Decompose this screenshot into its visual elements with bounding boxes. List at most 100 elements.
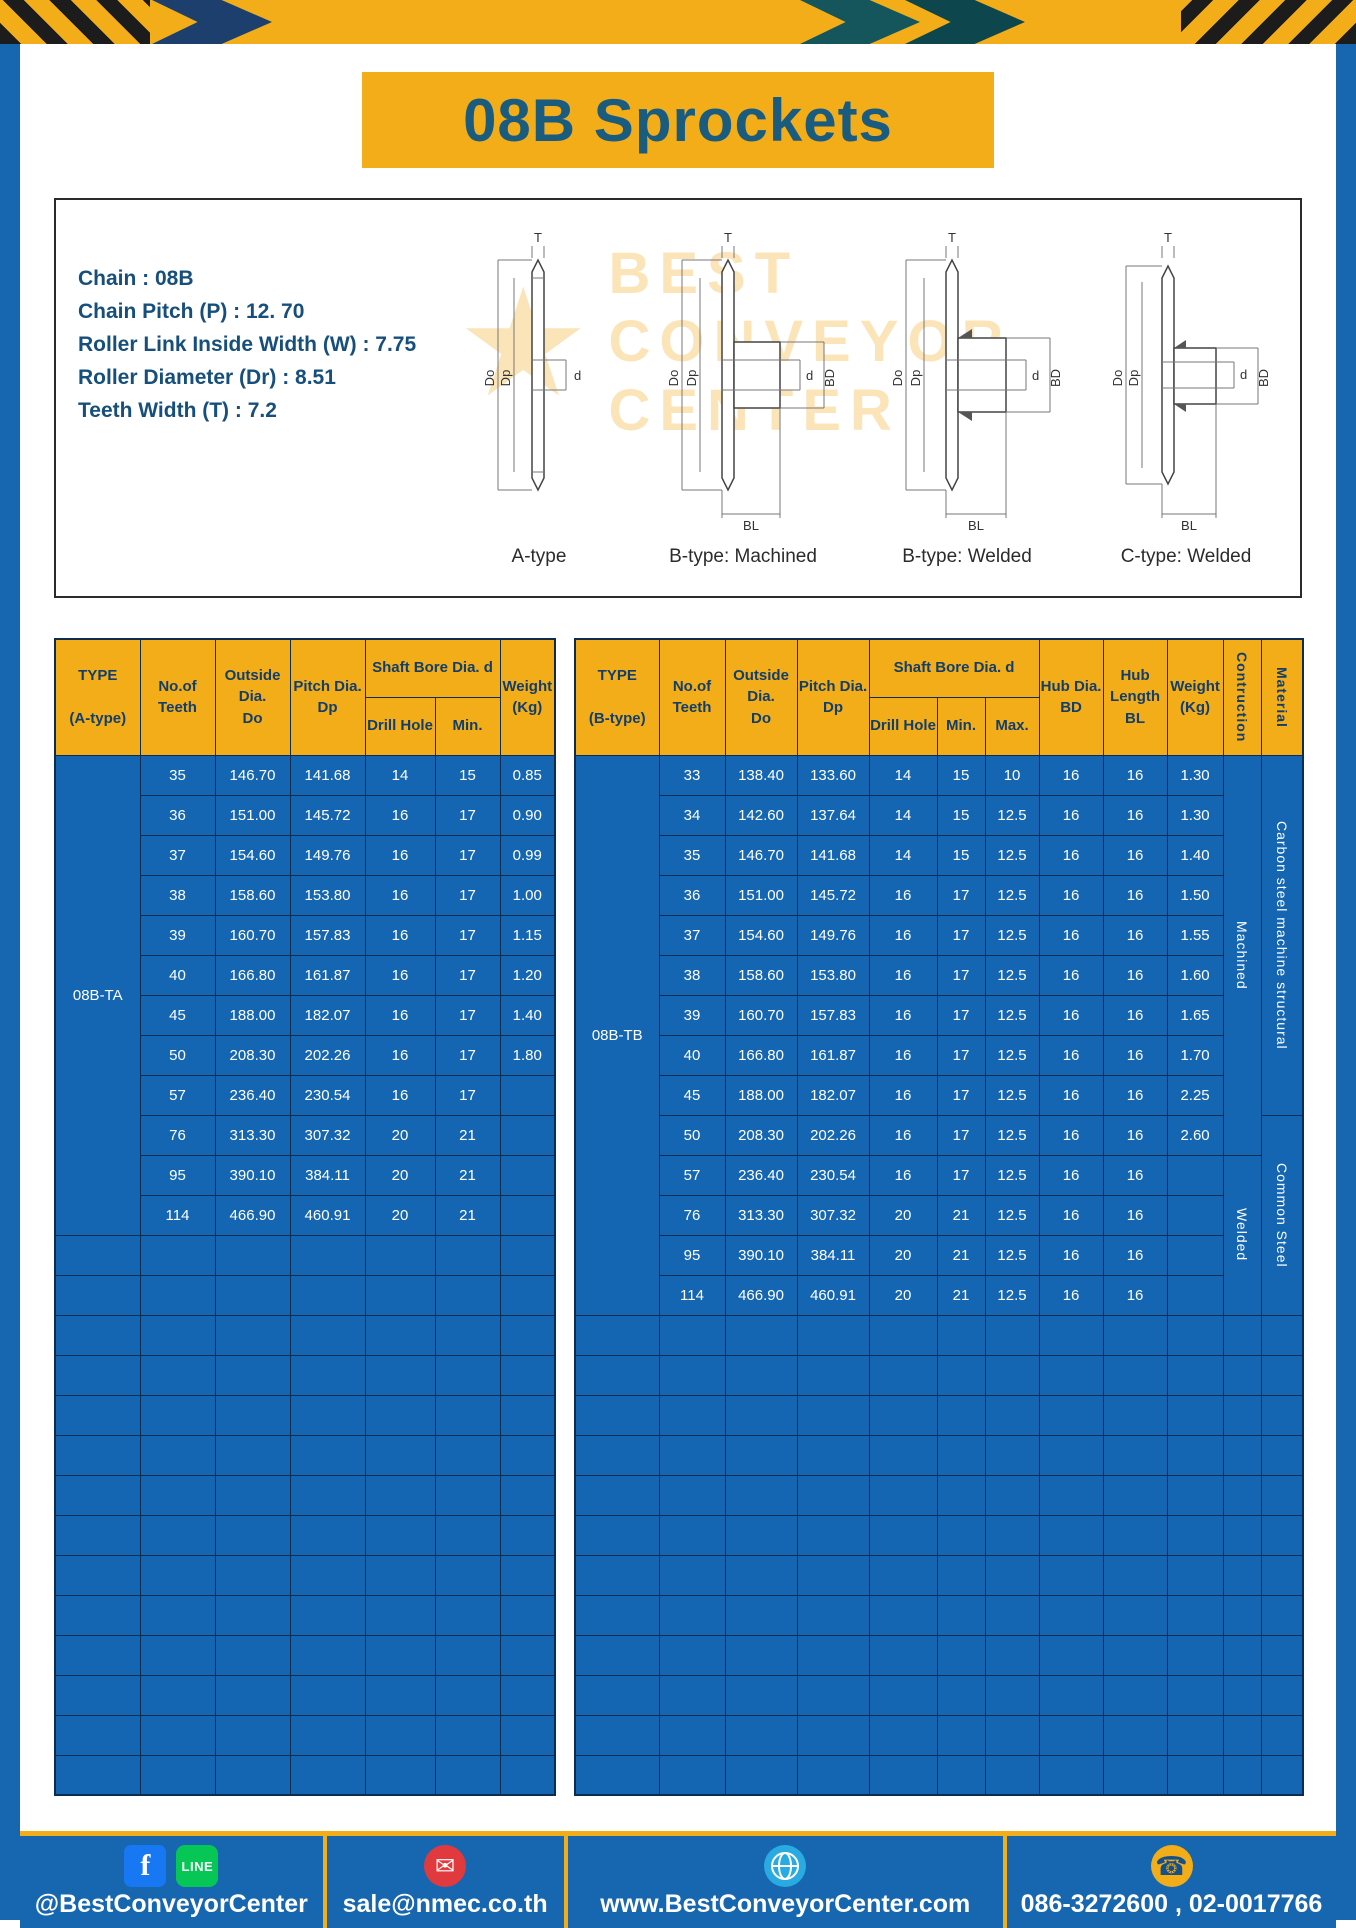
data-cell: 16 (364, 834, 436, 876)
data-cell: 202.26 (796, 1114, 870, 1156)
data-cell: 161.87 (796, 1034, 870, 1076)
data-cell: 21 (936, 1194, 986, 1236)
empty-cell (868, 1394, 938, 1436)
data-cell: 146.70 (724, 834, 798, 876)
empty-cell (724, 1594, 798, 1636)
data-cell: 16 (868, 1034, 938, 1076)
empty-cell (1038, 1474, 1104, 1516)
data-cell: 384.11 (796, 1234, 870, 1276)
empty-cell (289, 1674, 366, 1716)
table-row: 39 160.70 157.83 16 17 12.5 16 16 1.65 (575, 994, 1303, 1036)
empty-cell (499, 1434, 556, 1476)
empty-cell (1038, 1594, 1104, 1636)
empty-cell (936, 1514, 986, 1556)
empty-cell (658, 1314, 726, 1356)
col-header-outside-dia: Outside Dia. Do (214, 638, 291, 756)
data-cell: 16 (1102, 1034, 1168, 1076)
table-row: 57 236.40 230.54 16 17 12.5 16 16 Welded (575, 1154, 1303, 1316)
data-cell: 16 (1038, 914, 1104, 956)
data-cell: 21 (936, 1274, 986, 1316)
sprocket-diagrams: T Do Dp d A-type (454, 230, 1286, 568)
empty-cell (1222, 1514, 1262, 1556)
data-cell: 2.25 (1166, 1074, 1224, 1116)
data-cell: 37 (658, 914, 726, 956)
empty-cell (499, 1394, 556, 1436)
data-cell: 182.07 (796, 1074, 870, 1116)
empty-cell (139, 1434, 216, 1476)
empty-row (574, 1554, 1304, 1596)
empty-cell (1222, 1474, 1262, 1516)
top-decor-strip (0, 0, 1356, 44)
empty-row (574, 1354, 1304, 1396)
empty-cell (1102, 1754, 1168, 1796)
empty-cell (1222, 1754, 1262, 1796)
page-frame: 08B Sprockets ★ BEST CONVEYOR CENTER Cha… (0, 44, 1356, 1928)
empty-cell (364, 1714, 436, 1756)
type-cell: 08B-TB (574, 754, 660, 1316)
data-cell: 17 (936, 994, 986, 1036)
empty-cell (796, 1474, 870, 1516)
empty-cell (499, 1674, 556, 1716)
data-cell: 114 (139, 1194, 216, 1236)
data-cell: 1.30 (1166, 794, 1224, 836)
data-cell: 37 (139, 834, 216, 876)
empty-cell (434, 1594, 501, 1636)
empty-cell (796, 1594, 870, 1636)
facebook-icon: f (124, 1845, 167, 1887)
contact-footer: f LINE @BestConveyorCenter ✉ sale@nmec.c… (20, 1831, 1336, 1928)
data-cell: 39 (658, 994, 726, 1036)
data-cell: 158.60 (214, 874, 291, 916)
data-cell: 16 (364, 914, 436, 956)
table-row: 114 466.90 460.91 20 21 12.5 16 16 (575, 1274, 1303, 1316)
empty-cell (936, 1434, 986, 1476)
data-cell: 16 (1102, 1194, 1168, 1236)
empty-cell (1038, 1674, 1104, 1716)
data-cell: 390.10 (214, 1154, 291, 1196)
empty-cell (574, 1394, 660, 1436)
svg-text:BL: BL (1181, 518, 1197, 533)
table-row: 37 154.60 149.76 16 17 12.5 16 16 1.55 (575, 914, 1303, 956)
table-row: 08B-TA 35 146.70 141.68 14 15 0.85 (54, 754, 556, 1236)
data-cell: 16 (1038, 1194, 1104, 1236)
page-title: 08B Sprockets (463, 86, 893, 154)
empty-cell (434, 1234, 501, 1276)
data-cell: 16 (1102, 794, 1168, 836)
data-cell: 14 (868, 834, 938, 876)
col-header-type: TYPE (A-type) (54, 638, 141, 756)
empty-cell (984, 1554, 1040, 1596)
data-cell (499, 1114, 556, 1156)
empty-cell (574, 1474, 660, 1516)
empty-cell (724, 1554, 798, 1596)
data-cell: 1.65 (1166, 994, 1224, 1036)
empty-cell (936, 1474, 986, 1516)
empty-cell (54, 1754, 141, 1796)
empty-cell (658, 1554, 726, 1596)
table-row: 76 313.30 307.32 20 21 12.5 16 16 (575, 1194, 1303, 1236)
data-cell: 15 (936, 834, 986, 876)
empty-cell (574, 1754, 660, 1796)
empty-cell (364, 1234, 436, 1276)
table-row: 45 188.00 182.07 16 17 12.5 16 16 2.25 (575, 1074, 1303, 1116)
data-cell: 10 (984, 754, 1040, 796)
empty-cell (1102, 1394, 1168, 1436)
data-cell: 17 (434, 834, 501, 876)
data-cell: 76 (658, 1194, 726, 1236)
empty-row (574, 1714, 1304, 1756)
social-handle: @BestConveyorCenter (34, 1890, 308, 1918)
empty-cell (499, 1554, 556, 1596)
data-cell: 16 (1038, 1274, 1104, 1316)
empty-cell (868, 1314, 938, 1356)
empty-cell (214, 1434, 291, 1476)
col-header-drill-hole: Drill Hole (868, 696, 938, 756)
empty-cell (868, 1754, 938, 1796)
empty-cell (796, 1714, 870, 1756)
empty-cell (214, 1634, 291, 1676)
diagram-caption: A-type (511, 546, 567, 567)
empty-cell (724, 1754, 798, 1796)
col-header-teeth: No.of Teeth (139, 638, 216, 756)
col-header-shaft-bore: Shaft Bore Dia. d (364, 638, 501, 698)
data-cell: 16 (1102, 914, 1168, 956)
col-header-hub-length: Hub Length BL (1102, 638, 1168, 756)
empty-row (54, 1674, 556, 1716)
data-cell: 141.68 (289, 754, 366, 796)
